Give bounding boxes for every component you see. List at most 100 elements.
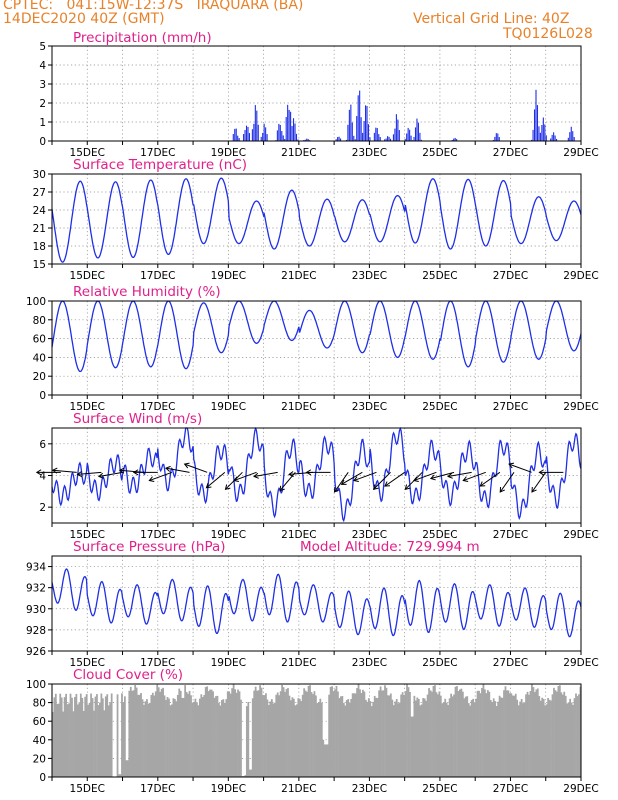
cloud-bar (185, 691, 188, 777)
cloud-bar (362, 689, 364, 777)
cloud-bar (124, 696, 126, 777)
x-tick-label: 25DEC (422, 147, 457, 159)
cloud-bar (357, 684, 360, 777)
cloud-bar (125, 760, 128, 777)
x-tick-label: 21DEC (281, 783, 316, 795)
cloud-bar (228, 691, 231, 777)
x-tick-label: 15DEC (70, 657, 105, 669)
precip-bar (354, 139, 356, 141)
wind-arrow-head (51, 467, 58, 474)
cloud-bar (238, 691, 241, 777)
cloud-bar (456, 686, 458, 777)
cloud-bar (260, 687, 263, 777)
precip-bar (556, 138, 558, 141)
precip-bar (243, 134, 245, 141)
precip-bar (494, 136, 496, 141)
x-tick-label: 21DEC (281, 147, 316, 159)
cloud-bar (575, 693, 577, 777)
precip-bar (536, 105, 539, 141)
cloud-bar (193, 701, 195, 777)
cloud-bar (88, 702, 91, 777)
precip-bar (353, 135, 355, 141)
cloud-bar (473, 702, 476, 777)
cloud-bar (197, 705, 200, 777)
cloud-bar (412, 716, 414, 777)
cloud-bar (519, 701, 522, 777)
precip-bar (247, 126, 249, 141)
header-model-id: TQ0126L028 (503, 26, 593, 42)
precip-bar (539, 132, 541, 141)
precip-bar (291, 125, 293, 141)
wind-arrow (253, 471, 278, 477)
cloud-bar (345, 700, 348, 777)
cloud-bar (470, 700, 473, 777)
wind-arrow (77, 471, 102, 475)
panel-frame (51, 555, 582, 652)
y-tick-label: 80 (33, 698, 46, 710)
wind-arrow-head (305, 469, 312, 476)
x-tick-label: 27DEC (493, 401, 528, 413)
wind-arrow-head (333, 486, 340, 493)
precip-bar (389, 138, 392, 141)
cloud-bar (372, 701, 375, 777)
cloud-bar (316, 703, 319, 777)
cloud-bar (273, 702, 276, 777)
precip-bar (292, 118, 295, 141)
cloud-bar (78, 703, 81, 777)
cloud-bar (237, 689, 239, 777)
cloud-bar (569, 698, 572, 777)
precip-bar (535, 89, 537, 141)
cloud-bar (256, 690, 259, 777)
cloud-bar (467, 703, 470, 777)
wind-arrow-head (352, 476, 359, 482)
cloud-bar (416, 697, 419, 777)
cloud-bar (153, 695, 156, 777)
precip-bar (384, 139, 386, 141)
cloud-bar (212, 691, 214, 777)
wind-arrow-head (279, 485, 285, 492)
cloud-bar (306, 691, 308, 777)
precip-bar (410, 135, 412, 141)
cloud-bar (198, 698, 201, 777)
cloud-bar (248, 769, 251, 777)
y-tick-label: 2 (39, 502, 46, 514)
cloud-bar (353, 693, 356, 777)
precip-bar (532, 129, 534, 141)
wind-arrow (463, 471, 486, 482)
y-tick-label: 0 (39, 390, 46, 402)
wind-arrow-head (499, 486, 505, 493)
pressure-line (51, 568, 582, 638)
cloud-bar (269, 701, 272, 777)
cloud-bar (367, 698, 370, 777)
precip-bar (288, 109, 290, 141)
wind-arrow (447, 471, 472, 477)
cloud-bar (545, 704, 548, 777)
cloud-bar (445, 702, 448, 777)
y-tick-label: 6 (39, 439, 46, 451)
wind-line (51, 426, 582, 523)
precip-bar (420, 139, 422, 141)
cloud-bar (159, 691, 162, 777)
wind-arrow-head (462, 476, 469, 482)
cloud-bar (320, 702, 323, 777)
cloud-bar (82, 710, 85, 777)
cloud-bar (213, 697, 216, 777)
cloud-bar (231, 688, 234, 777)
cloud-bar (266, 699, 269, 777)
x-tick-label: 23DEC (352, 529, 387, 541)
cloud-bar (84, 696, 87, 777)
temp-line (51, 177, 582, 263)
precip-bar (531, 139, 533, 141)
cloud-bar (472, 698, 475, 777)
cloud-bar (107, 705, 110, 777)
cloud-bar (154, 691, 157, 777)
cloud-bar (331, 686, 333, 777)
wind-arrow (184, 463, 208, 473)
cloud-bar (225, 699, 228, 777)
y-tick-label: 932 (26, 583, 46, 595)
wind-arrow (373, 471, 391, 490)
wind-arrow-head (183, 462, 190, 469)
cloud-bar (389, 693, 392, 777)
cloud-bar (148, 702, 151, 777)
